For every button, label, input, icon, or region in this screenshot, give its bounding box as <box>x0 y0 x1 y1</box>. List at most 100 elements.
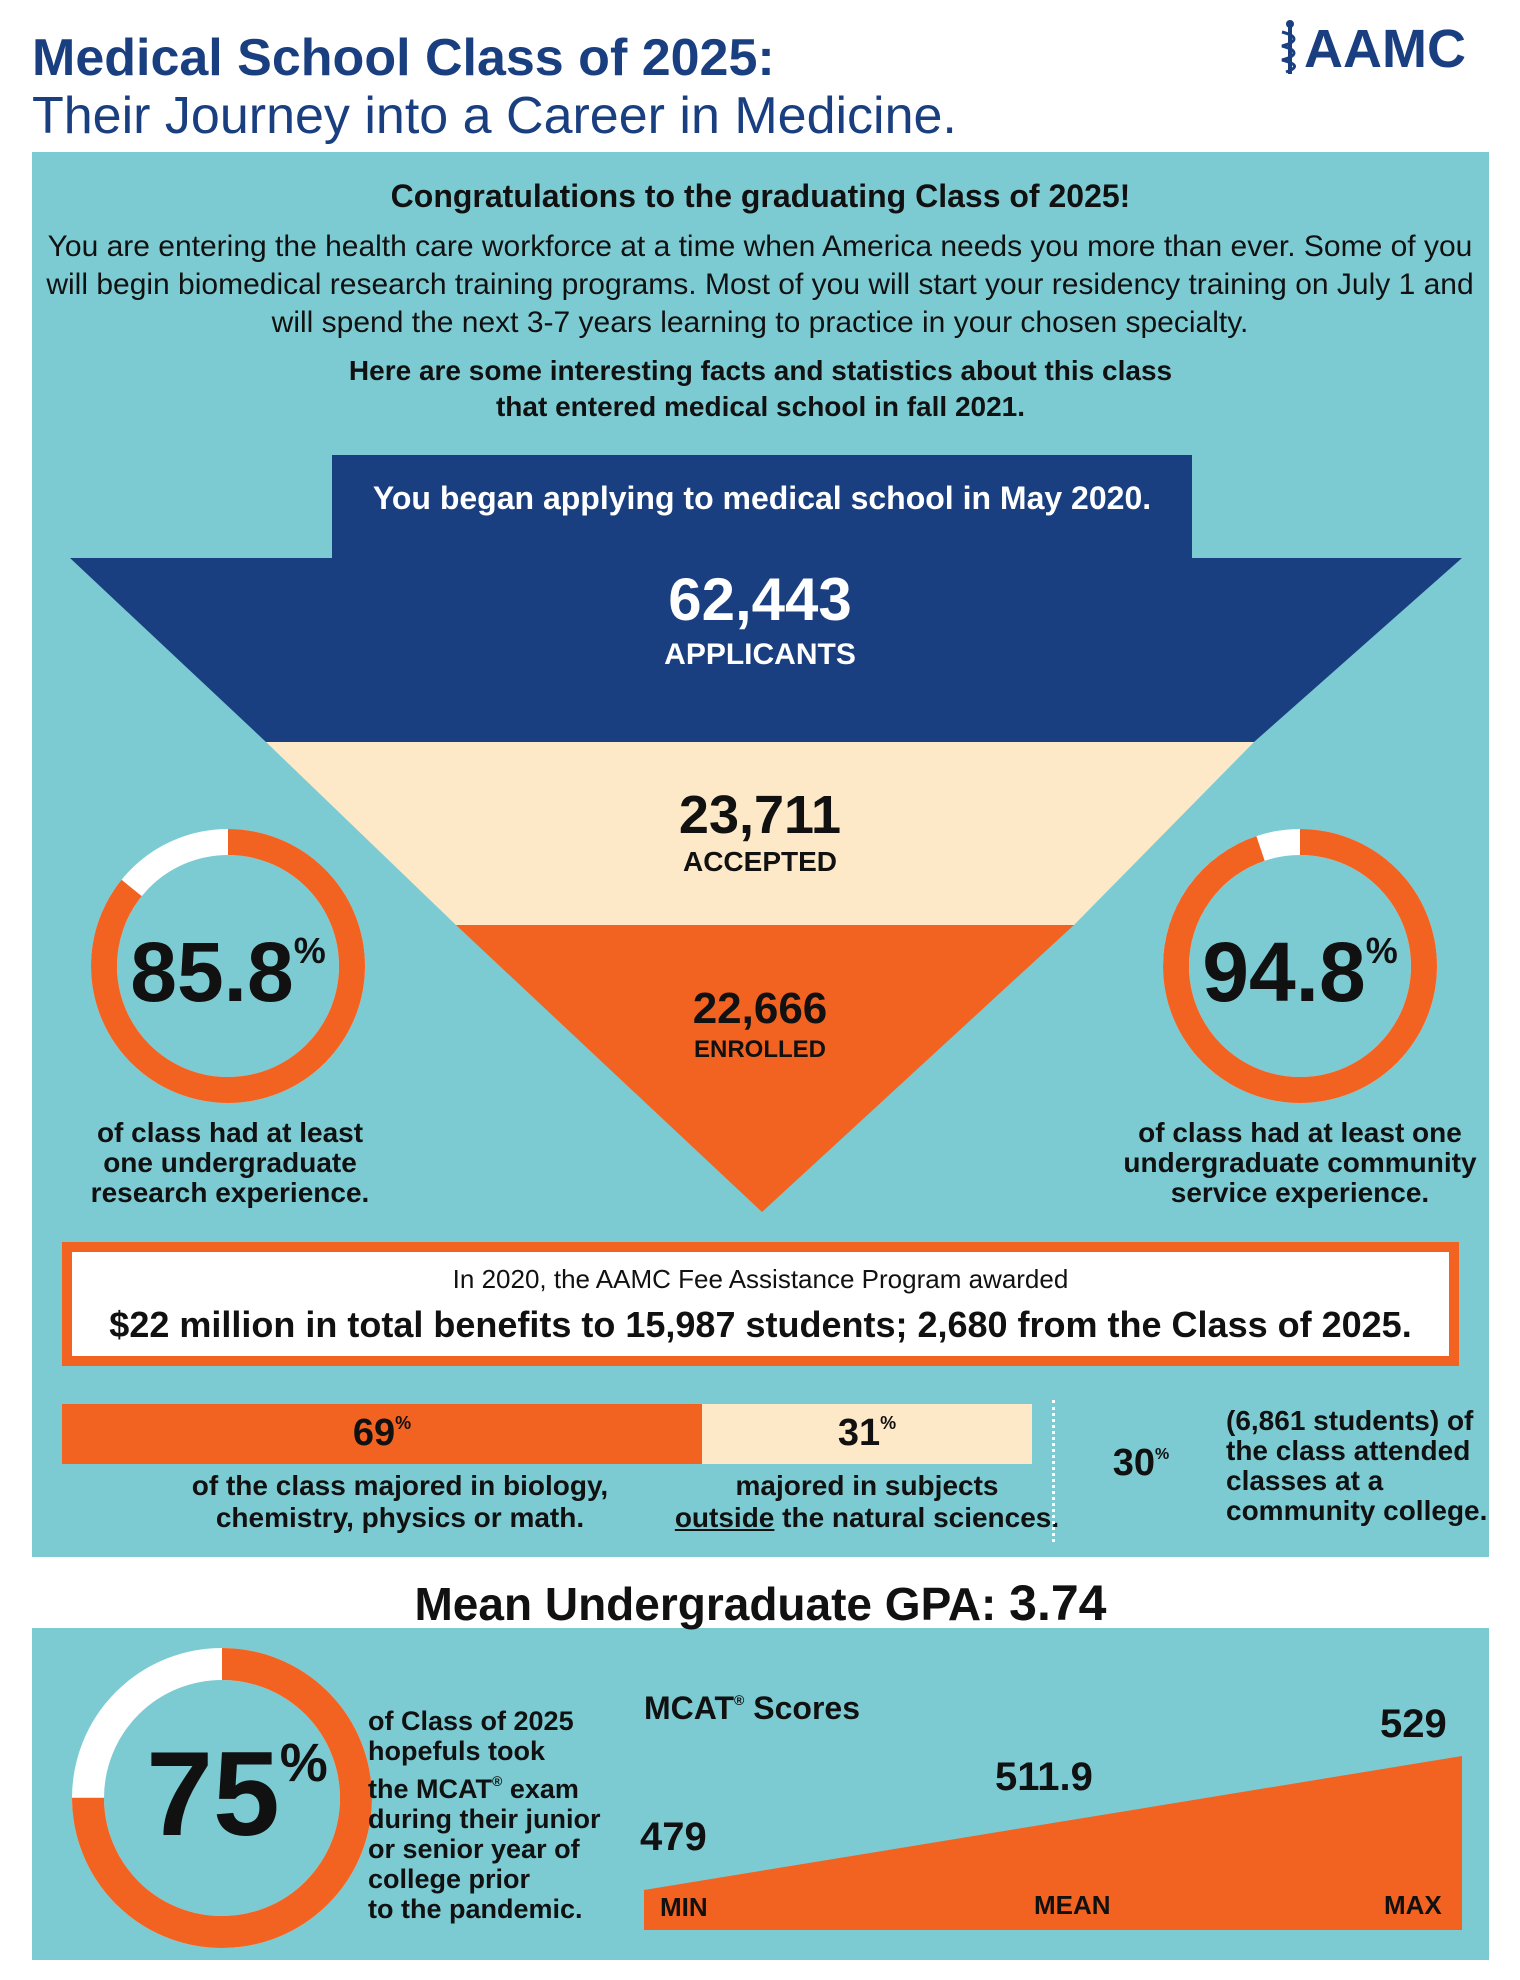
funnel-accepted <box>266 742 1254 925</box>
mcat-score-wedge <box>644 1756 1462 1930</box>
mcat-timing-value: 75 <box>146 1727 280 1861</box>
mcat-timing-ring <box>72 1648 372 1948</box>
mcat-title-text: MCAT <box>644 1690 735 1726</box>
caduceus-icon <box>1281 20 1296 74</box>
intro-paragraph: You are entering the health care workfor… <box>46 230 1474 339</box>
caption-line: or senior year of <box>368 1834 628 1864</box>
caption-part: the MCAT <box>368 1774 492 1804</box>
underlined-word: outside <box>674 1502 775 1533</box>
gpa-label: Mean Undergraduate GPA: <box>414 1578 1010 1630</box>
caption-rest: the natural sciences. <box>774 1502 1060 1533</box>
other-majors-bar <box>702 1404 1032 1464</box>
caption-part: exam <box>502 1774 579 1804</box>
mcat-graphics <box>72 1648 1462 1948</box>
ring-value-arc <box>91 829 365 1103</box>
mcat-max-value: 529 <box>1380 1702 1447 1746</box>
community-college-caption: (6,861 students) of the class attended c… <box>1226 1406 1496 1526</box>
fee-assistance-intro: In 2020, the AAMC Fee Assistance Program… <box>452 1264 1069 1294</box>
registered-mark: ® <box>491 1773 503 1789</box>
caption-line: chemistry, physics or math. <box>215 1502 585 1533</box>
percent-symbol: % <box>880 1413 897 1433</box>
facts-intro: Here are some interesting facts and stat… <box>32 353 1489 425</box>
section-divider <box>1052 1400 1055 1542</box>
caption-part: of <box>546 1834 580 1864</box>
registered-mark: ® <box>734 1692 745 1708</box>
accepted-label: ACCEPTED <box>682 846 837 877</box>
congrats-heading: Congratulations to the graduating Class … <box>390 178 1131 214</box>
percent-symbol: % <box>279 1733 328 1793</box>
other-majors-percent: 31% <box>702 1412 1032 1455</box>
funnel-enrolled <box>456 925 1074 1212</box>
accepted-value: 23,711 <box>678 785 842 845</box>
caption-line: community college. <box>1226 1495 1488 1526</box>
research-caption: of class had at least one undergraduate … <box>60 1118 400 1208</box>
caption-line: college prior <box>368 1864 531 1894</box>
research-percent: 85.8% <box>108 924 348 1021</box>
service-ring <box>1163 829 1437 1103</box>
percent-symbol: % <box>293 930 326 971</box>
caption-line: classes at a <box>1226 1465 1384 1496</box>
community-college-value: 30 <box>1112 1442 1156 1484</box>
caption-emphasis: junior <box>525 1804 601 1834</box>
caption-line: of the class majored in biology, <box>191 1470 609 1501</box>
applying-start-note: You began applying to medical school in … <box>372 480 1152 516</box>
service-percent: 94.8% <box>1180 924 1420 1021</box>
applicants-value: 62,443 <box>668 566 852 633</box>
gpa-heading: Mean Undergraduate GPA: 3.74 <box>32 1574 1489 1632</box>
science-majors-bar <box>62 1404 702 1464</box>
percent-symbol: % <box>1155 1446 1170 1463</box>
mcat-timing-caption: of Class of 2025 hopefuls took the MCAT®… <box>368 1706 628 1924</box>
mcat-scores-title: MCAT® Scores <box>644 1690 860 1727</box>
enrolled-label: ENROLLED <box>694 1036 826 1063</box>
enrolled-value: 22,666 <box>692 984 828 1033</box>
funnel-applicants <box>70 455 1462 742</box>
facts-intro-line1: Here are some interesting facts and stat… <box>348 355 1173 386</box>
research-percent-value: 85.8 <box>130 925 294 1019</box>
facts-intro-line2: that entered medical school in fall 2021… <box>495 391 1026 422</box>
applicants-label: APPLICANTS <box>664 638 856 671</box>
caption-line: hopefuls took <box>368 1736 545 1766</box>
caption-line: of Class of 2025 <box>368 1706 574 1736</box>
other-majors-caption-line2: outside the natural sciences. <box>642 1502 1092 1534</box>
applicant-funnel <box>70 455 1462 1212</box>
service-percent-value: 94.8 <box>1202 925 1366 1019</box>
mcat-timing-percent: 75% <box>132 1725 342 1863</box>
community-college-percent: 30% <box>1096 1442 1186 1485</box>
mcat-min-value: 479 <box>640 1815 707 1859</box>
science-majors-value: 69 <box>352 1412 396 1454</box>
caption-emphasis: or senior year <box>368 1834 547 1864</box>
fee-assistance-amount: $22 million in total benefits to 15,987 … <box>109 1304 1412 1345</box>
caption-line: one undergraduate <box>103 1147 357 1178</box>
logo-text: AAMC <box>1304 19 1466 79</box>
caption-line: to the pandemic. <box>368 1894 583 1924</box>
science-majors-caption: of the class majored in biology, chemist… <box>140 1470 660 1534</box>
caption-line: the MCAT® exam <box>368 1766 628 1804</box>
fee-assistance-box <box>62 1242 1459 1366</box>
gpa-value: 3.74 <box>1009 1575 1107 1631</box>
percent-symbol: % <box>395 1413 412 1433</box>
caption-line: during their junior <box>368 1804 628 1834</box>
other-majors-caption: majored in subjects <box>735 1470 999 1501</box>
other-majors-value: 31 <box>837 1412 881 1454</box>
caption-line: (6,861 students) of <box>1226 1405 1474 1436</box>
research-ring <box>91 829 365 1103</box>
caption-line: the class attended <box>1226 1435 1471 1466</box>
ring-value-arc <box>72 1648 372 1948</box>
mcat-mean-value: 511.9 <box>995 1755 1093 1799</box>
page-subtitle: Their Journey into a Career in Medicine. <box>32 87 957 145</box>
service-caption: of class had at least one undergraduate … <box>1110 1118 1490 1208</box>
science-majors-percent: 69% <box>62 1412 702 1455</box>
ring-value-arc <box>1163 829 1437 1103</box>
caption-line: research experience. <box>90 1177 370 1208</box>
mcat-mean-label: MEAN <box>1034 1890 1111 1920</box>
mcat-min-label: MIN <box>660 1892 708 1922</box>
aamc-logo: AAMC <box>1278 18 1488 79</box>
percent-symbol: % <box>1365 930 1398 971</box>
page-title: Medical School Class of 2025: <box>32 29 775 87</box>
mcat-title-rest: Scores <box>744 1690 860 1726</box>
caption-line: of class had at least <box>96 1117 364 1148</box>
caption-part: during their <box>368 1804 526 1834</box>
caption-line: undergraduate community <box>1123 1147 1477 1178</box>
mcat-max-label: MAX <box>1384 1890 1442 1920</box>
caption-line: of class had at least one <box>1138 1117 1462 1148</box>
